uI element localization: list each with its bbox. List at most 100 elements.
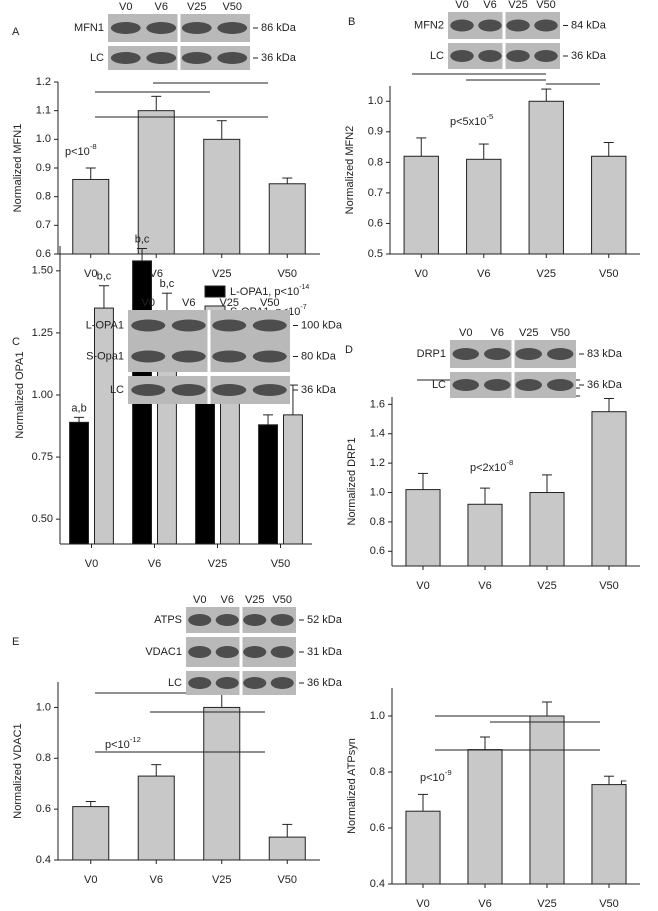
y-tick-label: 0.6 [36,248,51,260]
bar [591,411,627,567]
blot-band [212,384,247,396]
blot-band [506,19,530,32]
bar [72,178,110,255]
y-tick-label: 1.25 [32,327,53,339]
annotation-superscript: -9 [445,768,452,777]
lane-label: V0 [119,1,132,13]
blot-protein-label: MFN2 [414,19,444,31]
y-axis-label: Normalized MFN1 [12,124,24,213]
blot-band [212,350,247,363]
bar [268,183,306,255]
y-tick-label: 0.8 [370,516,385,528]
y-axis-label: Normalized ATPsyn [346,738,358,834]
x-tick-label: V50 [599,268,619,280]
blot-size-label: 80 kDa [301,350,337,362]
annotation-superscript: -8 [90,142,97,151]
blot-band [270,677,294,689]
annotation-text: L-OPA1, p<10 [230,286,299,298]
annotation: p<10-9 [420,768,452,784]
bar [466,158,502,255]
lane-label: V25 [187,1,207,13]
legend-swatch [204,285,226,298]
lane-label: V0 [459,327,472,339]
blot-size-label: 36 kDa [301,384,337,396]
blot-band [534,19,558,32]
y-tick-label: 1.50 [32,265,53,277]
x-tick-label: V50 [277,874,297,886]
y-tick-label: 0.6 [368,217,383,229]
blot-size-label: 36 kDa [571,50,607,62]
annotation: p<10-12 [105,735,141,751]
y-tick-label: 0.6 [36,803,51,815]
blot-band [547,379,574,391]
blot-band [252,350,287,363]
blot-protein-label: S-Opa1 [86,350,124,362]
blot-protein-label: LC [168,677,182,689]
y-axis-label: Normalized OPA1 [14,351,26,438]
bar [403,155,439,255]
y-tick-label: 0.5 [368,248,383,260]
y-axis-label: Normalized DRP1 [346,437,358,525]
bar-label: b,c [97,271,112,283]
y-tick-label: 0.6 [370,822,385,834]
y-tick-label: 1.1 [36,105,51,117]
x-tick-label: V0 [85,558,98,570]
annotation-text: p<10 [105,739,130,751]
bar-label: b,c [135,233,150,245]
blot-band [478,50,502,62]
lane-label: V0 [142,297,155,309]
blot-band [243,646,267,658]
y-tick-label: 0.9 [368,126,383,138]
lane-label: V25 [508,0,528,11]
blot-size-label: 83 kDa [587,348,623,360]
blot-protein-label: VDAC1 [145,646,182,658]
y-axis-label: Normalized VDAC1 [12,723,24,818]
annotation: L-OPA1, p<10-14 [230,284,309,298]
blot-protein-label: DRP1 [417,348,446,360]
bar [268,836,306,861]
panel-label: E [12,636,19,648]
y-tick-label: 1.0 [370,710,385,722]
blot-band [270,614,294,626]
bar [528,100,564,255]
y-tick-label: 0.8 [36,752,51,764]
annotation-text: p<10 [65,146,90,158]
blot-band [181,52,212,64]
x-tick-label: V25 [537,898,557,910]
y-tick-label: 0.75 [32,451,53,463]
annotation-superscript: -14 [299,284,309,291]
blot-band [515,379,542,391]
bar [467,749,503,885]
lane-label: V25 [219,297,239,309]
annotation-text: p<10 [420,772,445,784]
x-tick-label: V6 [477,268,490,280]
panel-label: D [345,344,353,356]
x-tick-label: V6 [150,268,163,280]
x-tick-label: V25 [212,268,232,280]
annotation-text: p<5x10 [450,116,486,128]
panel-label: A [12,26,20,38]
y-tick-label: 0.50 [32,513,53,525]
blot-band [188,677,212,689]
blot-protein-label: LC [110,384,124,396]
bar [529,715,565,885]
x-tick-label: V0 [416,898,429,910]
blot-band [484,348,511,360]
blot-band [131,384,166,396]
x-tick-label: V0 [415,268,428,280]
lane-label: V50 [550,327,570,339]
x-tick-label: V25 [537,580,557,592]
blot-band [181,22,212,34]
lane-label: V6 [221,594,234,606]
blot-band [484,379,511,391]
annotation: p<2x10-8 [470,458,513,474]
x-tick-label: V50 [599,580,619,592]
y-tick-label: 1.2 [370,457,385,469]
blot-size-label: 36 kDa [261,52,297,64]
y-tick-label: 1.00 [32,389,53,401]
blot-band [450,50,474,62]
blot-band [215,614,239,626]
y-tick-label: 0.7 [36,219,51,231]
blot-band [110,22,141,34]
